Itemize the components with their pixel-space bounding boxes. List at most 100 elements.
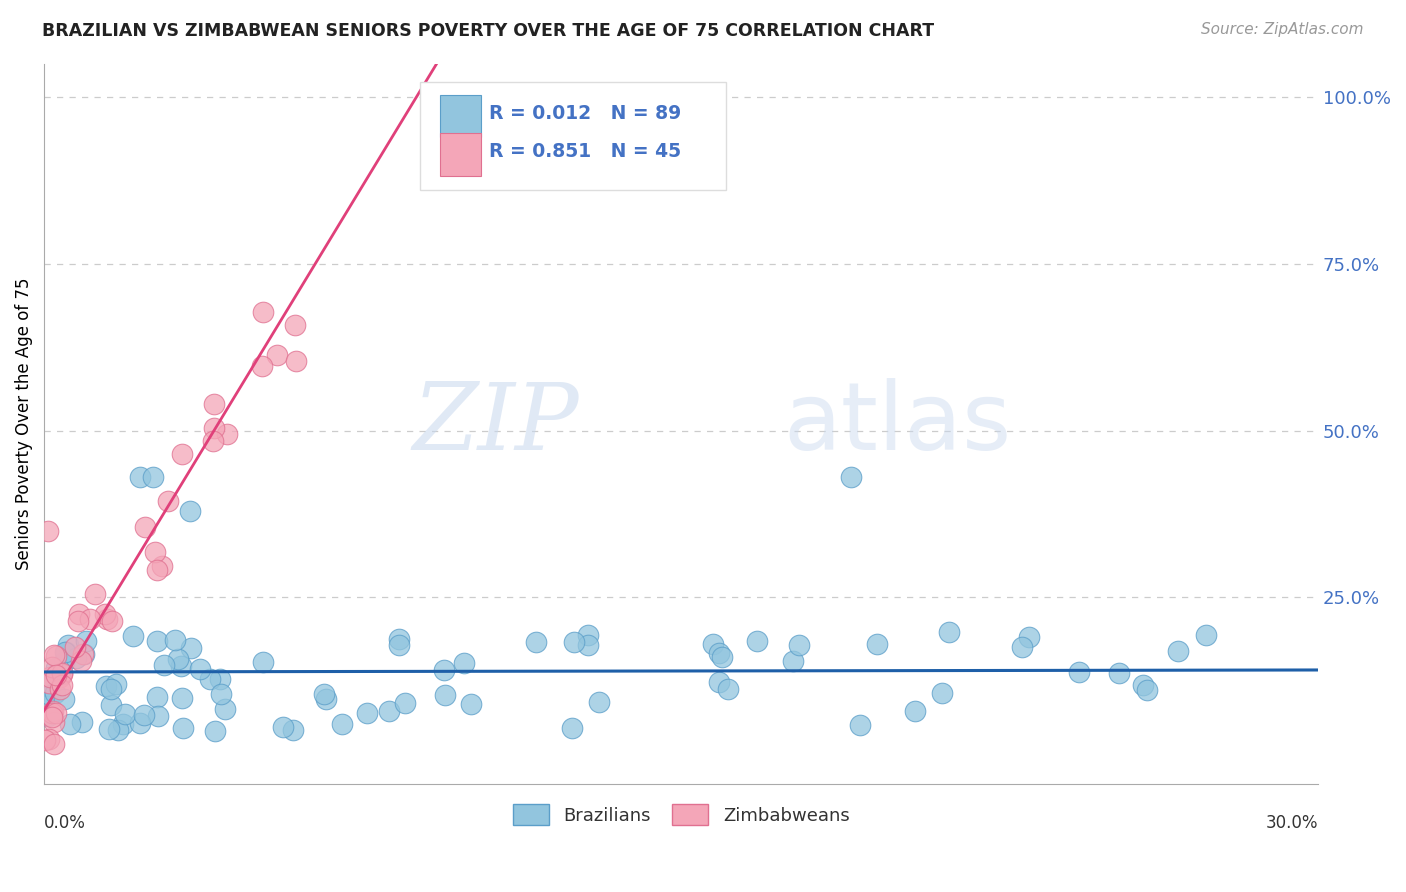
Point (146, 563, 169, 577)
Point (167, 652, 190, 666)
Point (1195, 628, 1218, 642)
Point (48, 682, 70, 697)
Point (312, 687, 335, 701)
Point (394, 696, 416, 710)
Point (145, 633, 167, 648)
Point (204, 723, 226, 738)
Point (107, 723, 129, 737)
Point (179, 503, 201, 517)
Point (101, 614, 124, 628)
Point (866, 637, 889, 651)
Point (72, 647, 94, 661)
Point (42, 714, 65, 729)
Point (75, 633, 97, 648)
Point (931, 686, 953, 700)
Point (202, 434, 225, 449)
FancyBboxPatch shape (420, 82, 725, 190)
Point (96, 612, 118, 626)
Point (38, 670, 60, 684)
Point (51, 666, 73, 681)
Point (214, 701, 236, 715)
Point (70, 714, 93, 729)
Point (114, 706, 136, 721)
Legend: Brazilians, Zimbabweans: Brazilians, Zimbabweans (505, 797, 856, 832)
Point (200, 672, 222, 686)
Point (209, 687, 232, 701)
Point (65, 650, 87, 665)
Point (1108, 665, 1130, 680)
Point (42, 737, 65, 751)
Point (217, 427, 239, 442)
Point (284, 353, 307, 368)
Point (378, 704, 401, 718)
Point (1011, 640, 1033, 654)
Point (252, 305, 274, 319)
Point (284, 318, 307, 332)
Point (273, 720, 295, 734)
Point (134, 520, 156, 534)
Point (49, 670, 72, 684)
Point (460, 698, 482, 712)
Point (330, 717, 353, 731)
Point (562, 635, 585, 649)
Point (252, 359, 274, 374)
Point (42, 648, 65, 663)
Text: R = 0.851   N = 45: R = 0.851 N = 45 (489, 142, 681, 161)
Point (69, 607, 91, 621)
Point (37, 524, 59, 538)
Point (716, 682, 738, 697)
Point (849, 718, 872, 732)
Point (142, 470, 165, 484)
Point (145, 690, 167, 704)
Point (711, 650, 734, 665)
Point (707, 675, 730, 690)
Point (1167, 644, 1189, 658)
Text: Source: ZipAtlas.com: Source: ZipAtlas.com (1201, 22, 1364, 37)
Point (38, 676, 60, 690)
Point (104, 677, 127, 691)
Point (188, 663, 211, 677)
Point (38, 688, 60, 702)
Point (576, 627, 599, 641)
Point (707, 646, 730, 660)
Point (83, 587, 105, 601)
Point (41, 710, 63, 724)
Point (209, 672, 232, 686)
Point (281, 723, 304, 737)
Point (578, 638, 600, 652)
Point (94, 679, 117, 693)
Point (202, 421, 225, 435)
Y-axis label: Seniors Poverty Over the Age of 75: Seniors Poverty Over the Age of 75 (15, 277, 32, 570)
Point (524, 635, 547, 649)
Point (45, 667, 67, 681)
Point (180, 640, 202, 655)
Point (747, 634, 769, 648)
Point (122, 629, 145, 643)
Point (66, 615, 89, 629)
Point (100, 682, 122, 697)
Point (100, 698, 122, 713)
Point (202, 397, 225, 411)
Point (387, 632, 409, 647)
Point (388, 638, 411, 652)
Text: ZIP: ZIP (412, 379, 579, 469)
Point (38, 732, 60, 747)
Point (433, 663, 456, 677)
Point (1018, 631, 1040, 645)
Point (45, 706, 67, 720)
Point (42, 704, 65, 718)
FancyBboxPatch shape (440, 95, 481, 137)
Point (53, 645, 76, 659)
Text: R = 0.012   N = 89: R = 0.012 N = 89 (489, 103, 681, 122)
Point (51, 667, 73, 681)
Text: 30.0%: 30.0% (1265, 814, 1319, 832)
Point (55, 645, 77, 659)
Point (41, 706, 63, 720)
Point (53, 656, 76, 670)
Point (153, 658, 176, 673)
Point (70, 654, 93, 668)
Point (938, 624, 960, 639)
Point (143, 545, 166, 559)
Point (59, 716, 82, 731)
Point (98, 722, 121, 736)
